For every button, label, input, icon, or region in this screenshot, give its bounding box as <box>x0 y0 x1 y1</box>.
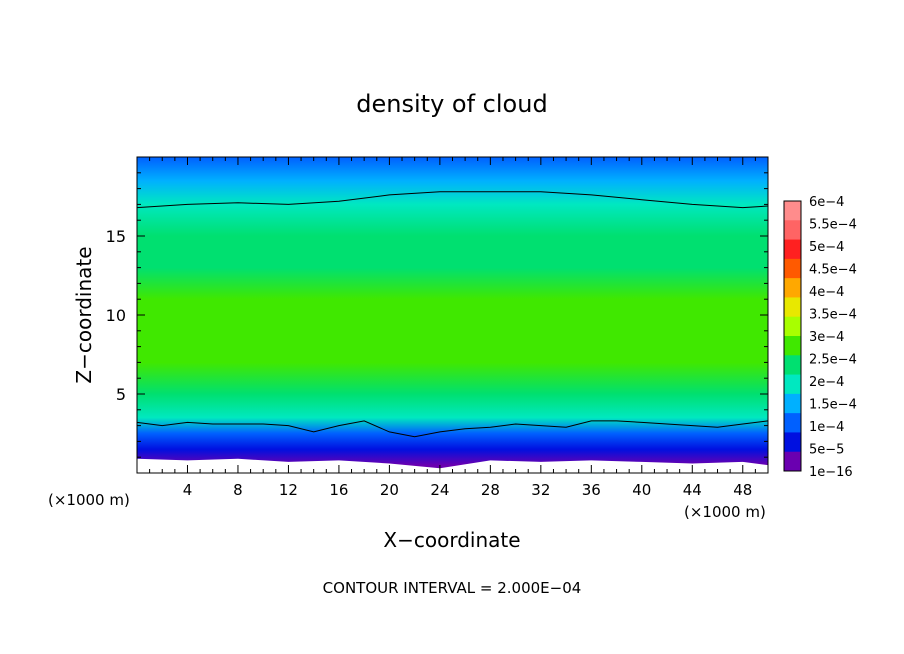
colorbar-label: 1e−16 <box>809 465 853 480</box>
density-field <box>137 157 768 473</box>
x-tick-label: 48 <box>733 481 752 499</box>
colorbar-swatch <box>784 297 801 318</box>
colorbar-swatch <box>784 316 801 337</box>
colorbar-label: 5e−4 <box>809 240 844 255</box>
contour-line-1 <box>137 191 768 209</box>
colorbar-swatch <box>784 258 801 279</box>
colorbar-swatch <box>784 451 801 472</box>
colorbar-swatch <box>784 239 801 260</box>
x-axis-label: X−coordinate <box>383 528 520 552</box>
chart-title: density of cloud <box>356 90 547 118</box>
x-unit-label-left: (×1000 m) <box>48 491 130 509</box>
x-tick-label: 36 <box>582 481 601 499</box>
colorbar-swatch <box>784 374 801 395</box>
colorbar-label: 1e−4 <box>809 420 844 435</box>
x-tick-label: 20 <box>380 481 399 499</box>
colorbar-label: 3e−4 <box>809 330 844 345</box>
colorbar-label: 6e−4 <box>809 195 844 210</box>
colorbar-swatch <box>784 393 801 414</box>
x-tick-label: 28 <box>481 481 500 499</box>
x-tick-label: 8 <box>233 481 243 499</box>
x-tick-label: 40 <box>632 481 651 499</box>
y-tick-label: 10 <box>106 306 126 325</box>
colorbar-swatch <box>784 432 801 453</box>
x-tick-label: 44 <box>683 481 702 499</box>
x-unit-label-right: (×1000 m) <box>684 503 766 521</box>
colorbar-swatch <box>784 413 801 433</box>
x-tick-label: 24 <box>430 481 449 499</box>
y-axis-label: Z−coordinate <box>72 246 96 383</box>
contour-line-2 <box>137 420 768 438</box>
colorbar-label: 4e−4 <box>809 285 844 300</box>
colorbar-label: 5.5e−4 <box>809 218 857 233</box>
colorbar-label: 3.5e−4 <box>809 308 857 323</box>
x-tick-label: 4 <box>183 481 193 499</box>
x-tick-label: 32 <box>531 481 550 499</box>
colorbar-label: 2e−4 <box>809 375 844 390</box>
empty-bottom-region <box>137 458 768 473</box>
colorbar-swatch <box>784 336 801 356</box>
colorbar-label: 2.5e−4 <box>809 353 857 368</box>
colorbar-label: 5e−5 <box>809 443 844 458</box>
colorbar-swatch <box>784 278 801 298</box>
colorbar-swatch <box>784 355 801 376</box>
y-tick-label: 5 <box>116 385 126 404</box>
colorbar-label: 4.5e−4 <box>809 263 857 278</box>
x-tick-label: 12 <box>279 481 298 499</box>
y-tick-label: 15 <box>106 227 126 246</box>
x-tick-label: 16 <box>329 481 348 499</box>
colorbar-swatch <box>784 220 801 241</box>
contour-interval-note: CONTOUR INTERVAL = 2.000E−04 <box>323 579 582 597</box>
colorbar-label: 1.5e−4 <box>809 398 857 413</box>
colorbar-frame <box>783 200 802 472</box>
colorbar-swatch <box>784 201 801 221</box>
colorbar: 6e−4 5.5e−4 5e−4 4.5e−4 4e−4 3.5e−4 3e−4 2.5e−4… <box>783 195 857 480</box>
